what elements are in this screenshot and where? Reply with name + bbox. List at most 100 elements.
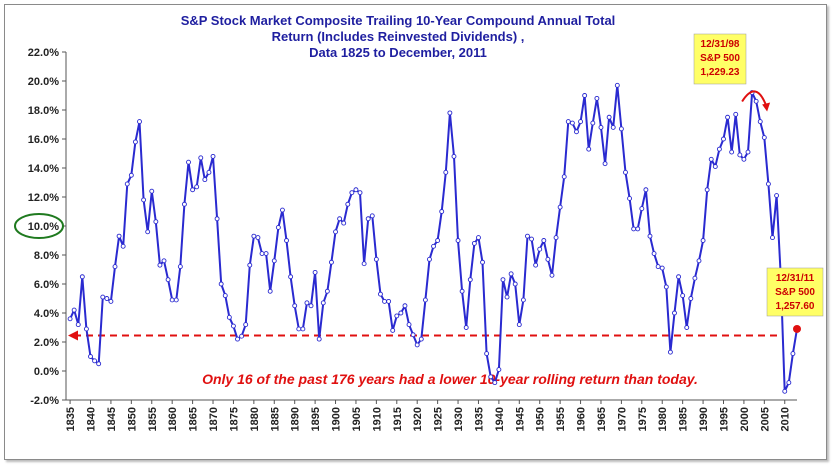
x-tick-label: 1975: [637, 407, 649, 431]
data-point: [390, 327, 396, 333]
x-tick-label: 2010: [780, 407, 792, 431]
data-point: [480, 259, 485, 265]
callout-arrow-1998: [741, 90, 768, 106]
data-point: [194, 184, 200, 190]
data-point: [292, 303, 298, 309]
data-point: [443, 169, 449, 175]
data-point: [386, 298, 392, 304]
data-point: [492, 380, 498, 386]
y-tick-label: -2.0%: [30, 395, 59, 407]
data-point: [427, 256, 432, 262]
y-tick-label: 14.0%: [28, 163, 59, 175]
data-point: [378, 291, 383, 297]
callout-marker-2011: [793, 324, 801, 333]
data-point: [639, 206, 645, 212]
data-point: [688, 296, 694, 301]
x-tick-label: 1920: [412, 407, 424, 431]
data-point: [190, 187, 196, 193]
y-tick-label: 2.0%: [34, 337, 59, 349]
data-point: [488, 374, 494, 380]
data-point: [67, 316, 73, 322]
data-point: [716, 146, 722, 152]
data-point: [790, 351, 796, 357]
data-point: [357, 190, 363, 196]
callout-text-1998: 12/31/98: [701, 39, 740, 50]
data-point: [230, 323, 236, 329]
data-point: [218, 281, 224, 287]
data-point: [557, 204, 563, 210]
data-point: [345, 201, 351, 207]
series-line: [69, 84, 798, 393]
data-point: [141, 197, 147, 203]
data-point: [128, 172, 134, 178]
data-point: [533, 262, 539, 268]
data-point: [504, 294, 510, 300]
data-point: [553, 235, 559, 241]
x-tick-label: 1985: [678, 407, 690, 431]
data-point: [120, 243, 126, 249]
reference-arrowhead: [68, 330, 78, 341]
y-tick-label: 18.0%: [28, 105, 59, 117]
data-point: [100, 294, 106, 300]
data-point: [153, 219, 159, 225]
data-point: [369, 213, 375, 219]
data-point: [451, 153, 457, 159]
data-point: [181, 201, 187, 207]
x-tick-label: 1845: [106, 407, 118, 431]
data-point: [382, 298, 387, 304]
data-point: [177, 264, 183, 270]
data-point: [463, 325, 469, 330]
highlight-circle: [14, 213, 64, 239]
y-tick-label: 4.0%: [34, 308, 59, 320]
data-point: [333, 229, 338, 235]
data-point: [296, 326, 302, 332]
data-point: [672, 310, 677, 316]
data-point: [741, 156, 747, 162]
x-tick-label: 1980: [657, 407, 669, 431]
data-point: [569, 120, 575, 126]
data-point: [708, 156, 714, 162]
x-tick-label: 1850: [126, 407, 138, 431]
data-point: [774, 193, 780, 199]
data-point: [561, 174, 567, 180]
x-tick-label: 1910: [371, 407, 383, 431]
data-point: [414, 342, 420, 348]
data-point: [520, 297, 526, 303]
data-point: [210, 153, 216, 159]
x-tick-label: 1900: [331, 407, 343, 431]
data-point: [79, 274, 85, 280]
data-point: [586, 146, 592, 152]
title-line-2: Return (Includes Reinvested Dividends) ,: [272, 29, 525, 44]
data-point: [239, 333, 245, 339]
data-point: [251, 233, 257, 239]
y-tick-label: 22.0%: [28, 47, 59, 59]
data-point: [725, 114, 731, 120]
data-point: [770, 235, 775, 241]
data-point: [96, 361, 102, 367]
data-point: [316, 336, 322, 342]
callout-text-2011: S&P 500: [775, 287, 815, 298]
callout-text-2011: 12/31/11: [776, 273, 815, 284]
title-line-3: Data 1825 to December, 2011: [309, 45, 487, 60]
data-point: [198, 155, 204, 161]
data-point: [508, 271, 514, 277]
data-point: [782, 388, 788, 394]
data-point: [398, 310, 404, 316]
data-point: [627, 195, 633, 201]
callout-text-1998: 1,229.23: [701, 67, 740, 78]
data-point: [112, 264, 118, 270]
x-tick-label: 1835: [65, 407, 77, 431]
data-point: [765, 181, 771, 187]
data-point: [786, 380, 792, 386]
data-point: [565, 119, 571, 125]
data-point: [663, 284, 669, 290]
data-point: [267, 288, 273, 294]
x-tick-label: 1995: [718, 407, 730, 431]
data-point: [124, 181, 130, 187]
data-point: [226, 314, 232, 320]
callout-text-1998: S&P 500: [700, 53, 740, 64]
data-point: [676, 274, 682, 280]
data-point: [467, 277, 473, 283]
data-point: [304, 300, 310, 306]
data-point: [655, 264, 661, 270]
